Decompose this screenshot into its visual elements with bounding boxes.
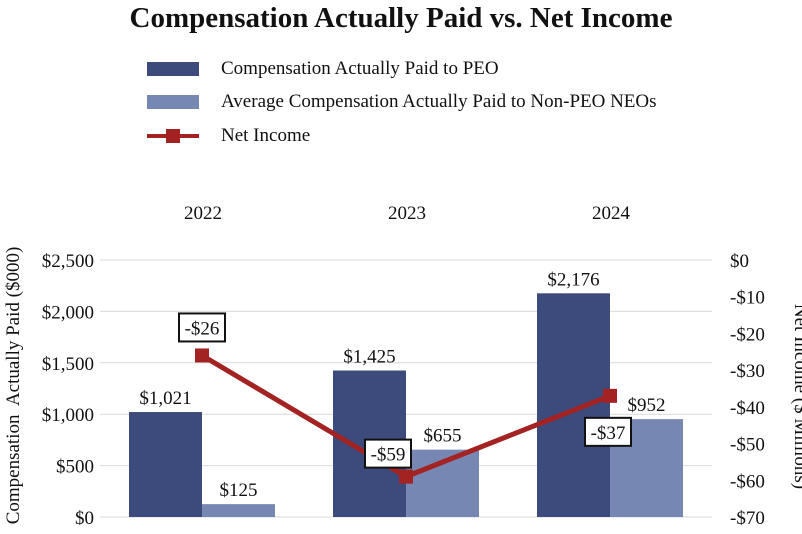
y2-tick-label: -$60 — [730, 471, 765, 492]
legend-label-non-peo: Average Compensation Actually Paid to No… — [221, 91, 657, 112]
y-tick-label: $2,500 — [42, 251, 94, 272]
net-income-label-box — [584, 416, 632, 447]
bar-data-label-non-peo: $125 — [220, 480, 258, 501]
y-tick-label: $0 — [75, 508, 94, 529]
bar-data-label-peo: $1,021 — [139, 388, 191, 409]
y-axis-label: Compensation Actually Paid ($000) — [3, 247, 24, 525]
y-tick-label: $1,000 — [42, 405, 94, 426]
bar-data-label-non-peo: $655 — [424, 426, 462, 447]
y2-axis-label: Net Income ($ Millions) — [790, 304, 802, 489]
legend-item-net-income: Net Income — [147, 125, 310, 147]
bar-non-peo — [202, 504, 275, 517]
bar-peo — [537, 293, 610, 517]
net-income-label-box — [178, 312, 226, 343]
y-tick-label: $2,000 — [42, 302, 94, 323]
net-income-data-label: -$37 — [591, 423, 626, 444]
y2-tick-label: -$20 — [730, 324, 765, 345]
x-tick-label: 2024 — [592, 203, 631, 224]
net-income-marker — [195, 348, 209, 363]
net-income-marker — [603, 388, 617, 403]
bar-data-label-peo: $2,176 — [547, 269, 599, 290]
y2-tick-label: -$50 — [730, 435, 765, 456]
net-income-data-label: -$26 — [185, 318, 220, 339]
y-tick-label: $500 — [56, 457, 94, 478]
net-income-label-box — [364, 438, 412, 469]
legend-label-net-income: Net Income — [221, 125, 311, 146]
legend-item-peo: Compensation Actually Paid to PEO — [147, 58, 499, 80]
y2-tick-label: -$10 — [730, 288, 765, 309]
y2-tick-label: $0 — [730, 251, 749, 272]
legend-item-non-peo: Average Compensation Actually Paid to No… — [147, 91, 657, 113]
legend-swatch-non-peo — [147, 95, 199, 109]
net-income-data-label: -$59 — [371, 445, 406, 466]
chart-title: Compensation Actually Paid vs. Net Incom… — [129, 2, 673, 34]
net-income-marker — [399, 469, 413, 484]
x-tick-label: 2022 — [184, 203, 222, 224]
bar-data-label-non-peo: $952 — [628, 395, 666, 416]
y2-tick-label: -$40 — [730, 398, 765, 419]
y2-tick-label: -$30 — [730, 361, 765, 382]
bar-data-label-peo: $1,425 — [343, 347, 395, 368]
legend-label-peo: Compensation Actually Paid to PEO — [221, 58, 499, 79]
y-tick-label: $1,500 — [42, 354, 94, 375]
x-tick-label: 2023 — [388, 203, 426, 224]
legend-swatch-peo — [147, 62, 199, 76]
y2-tick-label: -$70 — [730, 508, 765, 529]
bar-peo — [129, 412, 202, 517]
legend-swatch-net-income — [147, 129, 199, 143]
